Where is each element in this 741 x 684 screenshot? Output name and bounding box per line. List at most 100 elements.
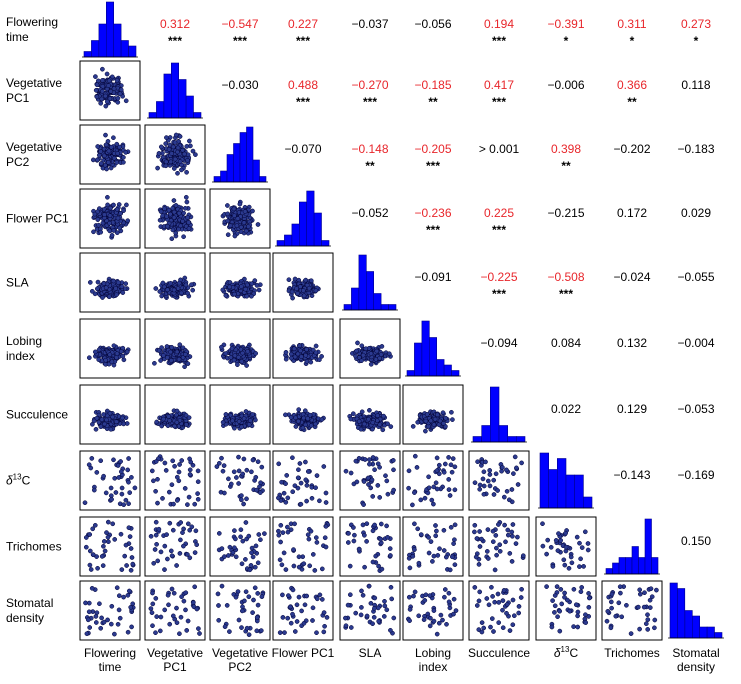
scatter-point xyxy=(194,542,200,548)
scatter-point xyxy=(119,284,125,290)
scatter-point xyxy=(232,291,237,297)
correlation-value: −0.202 xyxy=(613,142,650,156)
scatter-point xyxy=(277,557,283,563)
scatter-point xyxy=(297,284,303,290)
scatter-point xyxy=(304,498,309,504)
scatter-point xyxy=(255,591,261,596)
row-label: δ13C xyxy=(6,473,31,488)
scatter-point xyxy=(113,286,119,291)
scatter-point xyxy=(441,527,447,533)
significance-stars: *** xyxy=(426,223,440,237)
scatter-point xyxy=(388,627,393,633)
significance-stars: *** xyxy=(296,34,310,48)
histogram-bar xyxy=(556,458,567,509)
correlation-value: −0.391 xyxy=(547,17,584,31)
scatter-point xyxy=(319,354,324,359)
scatter-point xyxy=(366,416,371,422)
scatter-point xyxy=(92,522,98,528)
scatter-point xyxy=(477,589,483,595)
significance-stars: *** xyxy=(492,223,506,237)
histogram-bar xyxy=(489,386,500,443)
scatter-point xyxy=(635,604,641,610)
scatter-point xyxy=(114,351,120,357)
scatter-point xyxy=(156,526,162,532)
scatter-point xyxy=(292,276,298,282)
scatter-point xyxy=(472,585,478,590)
scatter-point xyxy=(511,471,516,476)
scatter-point xyxy=(561,557,567,563)
scatter-point xyxy=(574,534,580,540)
scatter-point xyxy=(177,631,182,637)
scatter-point xyxy=(366,583,372,589)
scatter-point xyxy=(362,457,368,462)
scatter-point xyxy=(314,630,319,636)
row-label: Flower PC1 xyxy=(6,212,69,226)
scatter-point xyxy=(294,619,300,624)
scatter-point xyxy=(251,597,256,603)
scatter-point xyxy=(377,464,382,470)
scatter-point xyxy=(171,215,177,220)
histogram-bar xyxy=(91,40,100,58)
scatter-point xyxy=(309,484,315,490)
scatter-point xyxy=(178,520,184,525)
scatter-point xyxy=(185,157,190,163)
scatter-point xyxy=(172,156,178,162)
scatter-point xyxy=(187,555,193,561)
scatter-point xyxy=(283,567,289,572)
scatter-point xyxy=(244,625,250,631)
scatter-point xyxy=(304,483,310,488)
scatter-point xyxy=(93,620,99,625)
scatter-point xyxy=(540,521,545,527)
scatter-point xyxy=(108,485,114,491)
scatter-point xyxy=(555,614,560,620)
significance-stars: *** xyxy=(492,95,506,109)
scatter-point xyxy=(448,462,454,468)
scatter-point xyxy=(90,552,96,558)
scatter-point xyxy=(174,620,180,626)
histogram-bar xyxy=(539,452,549,509)
scatter-point xyxy=(180,530,185,535)
scatter-point xyxy=(385,491,391,497)
scatter-point xyxy=(421,617,427,623)
histogram-bar xyxy=(644,518,652,575)
scatter-point xyxy=(485,478,491,484)
scatter-point xyxy=(124,563,129,568)
scatter-point xyxy=(187,138,192,144)
scatter-point xyxy=(449,409,454,415)
scatter-point xyxy=(103,285,109,291)
scatter-point xyxy=(441,421,446,426)
scatter-point xyxy=(242,209,248,214)
row-label: Vegetative PC2 xyxy=(6,140,62,169)
scatter-point xyxy=(117,225,123,231)
scatter-point xyxy=(169,482,175,488)
scatter-point xyxy=(155,476,160,482)
scatter-point xyxy=(225,211,231,217)
scatter-point xyxy=(107,352,113,358)
scatter-point xyxy=(288,415,294,420)
histogram-bar xyxy=(421,320,430,377)
scatter-point xyxy=(106,148,112,154)
scatter-point xyxy=(114,160,120,165)
scatter-point xyxy=(95,144,101,149)
scatter-point xyxy=(446,590,452,596)
scatter-point xyxy=(98,149,104,154)
scatter-point xyxy=(510,622,516,628)
scatter-point xyxy=(324,615,330,620)
scatter-point xyxy=(219,455,224,461)
scatter-point xyxy=(308,423,314,428)
scatter-point xyxy=(195,491,200,496)
scatter-point xyxy=(119,491,125,497)
scatter-point xyxy=(155,558,161,564)
scatter-point xyxy=(585,547,591,553)
scatter-point xyxy=(114,585,120,591)
scatter-point xyxy=(240,350,245,356)
scatter-point xyxy=(169,553,175,559)
scatter-point xyxy=(384,523,389,529)
scatter-point xyxy=(98,625,104,631)
correlation-value: −0.052 xyxy=(351,206,388,220)
scatter-point xyxy=(487,483,493,489)
scatter-point xyxy=(121,208,126,213)
scatter-point xyxy=(165,287,170,293)
scatter-point xyxy=(295,291,300,296)
histogram-bar xyxy=(156,101,165,119)
